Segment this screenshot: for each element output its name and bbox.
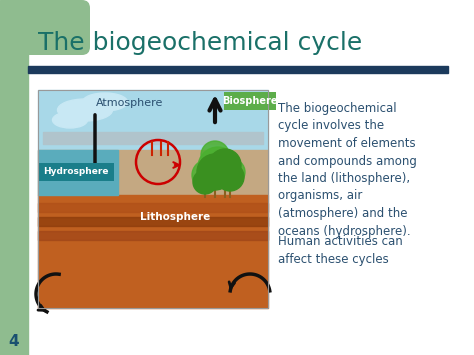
Circle shape <box>197 154 233 190</box>
Bar <box>38 203 268 212</box>
Bar <box>28 66 448 73</box>
Bar <box>38 150 268 195</box>
Text: Hydrosphere: Hydrosphere <box>43 168 109 176</box>
Circle shape <box>219 159 245 185</box>
Ellipse shape <box>57 99 112 121</box>
Circle shape <box>198 147 238 187</box>
Ellipse shape <box>53 112 88 128</box>
Ellipse shape <box>82 93 128 111</box>
Text: Lithosphere: Lithosphere <box>140 212 210 222</box>
Bar <box>38 217 268 226</box>
Text: Biosphere: Biosphere <box>222 96 278 106</box>
Bar <box>38 231 268 240</box>
Bar <box>38 195 268 308</box>
Circle shape <box>201 141 229 169</box>
FancyBboxPatch shape <box>38 163 114 181</box>
Text: The biogeochemical cycle: The biogeochemical cycle <box>38 31 362 55</box>
Circle shape <box>193 170 217 194</box>
Circle shape <box>192 160 222 190</box>
Circle shape <box>209 149 241 181</box>
Bar <box>43 132 263 144</box>
Bar <box>38 90 268 308</box>
Circle shape <box>216 163 244 191</box>
Text: The biogeochemical
cycle involves the
movement of elements
and compounds among
t: The biogeochemical cycle involves the mo… <box>278 102 417 237</box>
FancyBboxPatch shape <box>224 92 276 110</box>
Text: Atmosphere: Atmosphere <box>96 98 164 108</box>
FancyBboxPatch shape <box>0 0 90 55</box>
Text: Human activities can
affect these cycles: Human activities can affect these cycles <box>278 235 403 266</box>
Bar <box>0 0 28 355</box>
Text: 4: 4 <box>9 334 19 350</box>
Bar <box>38 90 268 150</box>
Bar <box>38 150 118 195</box>
